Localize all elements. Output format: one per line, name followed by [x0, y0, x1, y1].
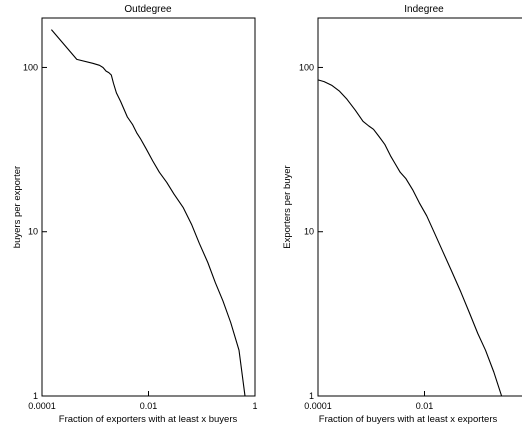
outdegree-x-tick-label: 0.01: [140, 401, 158, 411]
outdegree-ticks: 0.0001 0.01 1 1 10 100: [23, 62, 258, 411]
indegree-plot-frame: [317, 17, 522, 397]
indegree-y-tick-label: 100: [299, 62, 314, 72]
outdegree-plot-frame: [41, 17, 256, 397]
indegree-series-line: [317, 79, 503, 397]
indegree-y-label: Exporters per buyer: [282, 165, 293, 248]
outdegree-y-tick-label: 100: [23, 62, 38, 72]
outdegree-y-label: buyers per exporter: [12, 166, 23, 248]
outdegree-x-label: Fraction of exporters with at least x bu…: [59, 414, 238, 425]
indegree-panel: Indegree Fraction of buyers with at leas…: [282, 4, 522, 425]
outdegree-x-tick-label: 0.0001: [28, 401, 56, 411]
indegree-x-tick-label: 0.0001: [304, 401, 332, 411]
outdegree-title: Outdegree: [124, 4, 172, 15]
indegree-y-tick-label: 1: [309, 391, 314, 401]
outdegree-y-tick-label: 10: [28, 227, 38, 237]
outdegree-panel: Outdegree Fraction of exporters with at …: [12, 4, 258, 425]
outdegree-x-tick-label: 1: [252, 401, 257, 411]
indegree-ticks: 0.0001 0.01 1 10 100: [299, 62, 433, 411]
outdegree-series-line: [50, 29, 246, 397]
indegree-x-label: Fraction of buyers with at least x expor…: [319, 414, 498, 425]
outdegree-y-tick-label: 1: [33, 391, 38, 401]
indegree-x-tick-label: 0.01: [416, 401, 434, 411]
indegree-y-tick-label: 10: [304, 227, 314, 237]
indegree-title: Indegree: [404, 4, 444, 15]
